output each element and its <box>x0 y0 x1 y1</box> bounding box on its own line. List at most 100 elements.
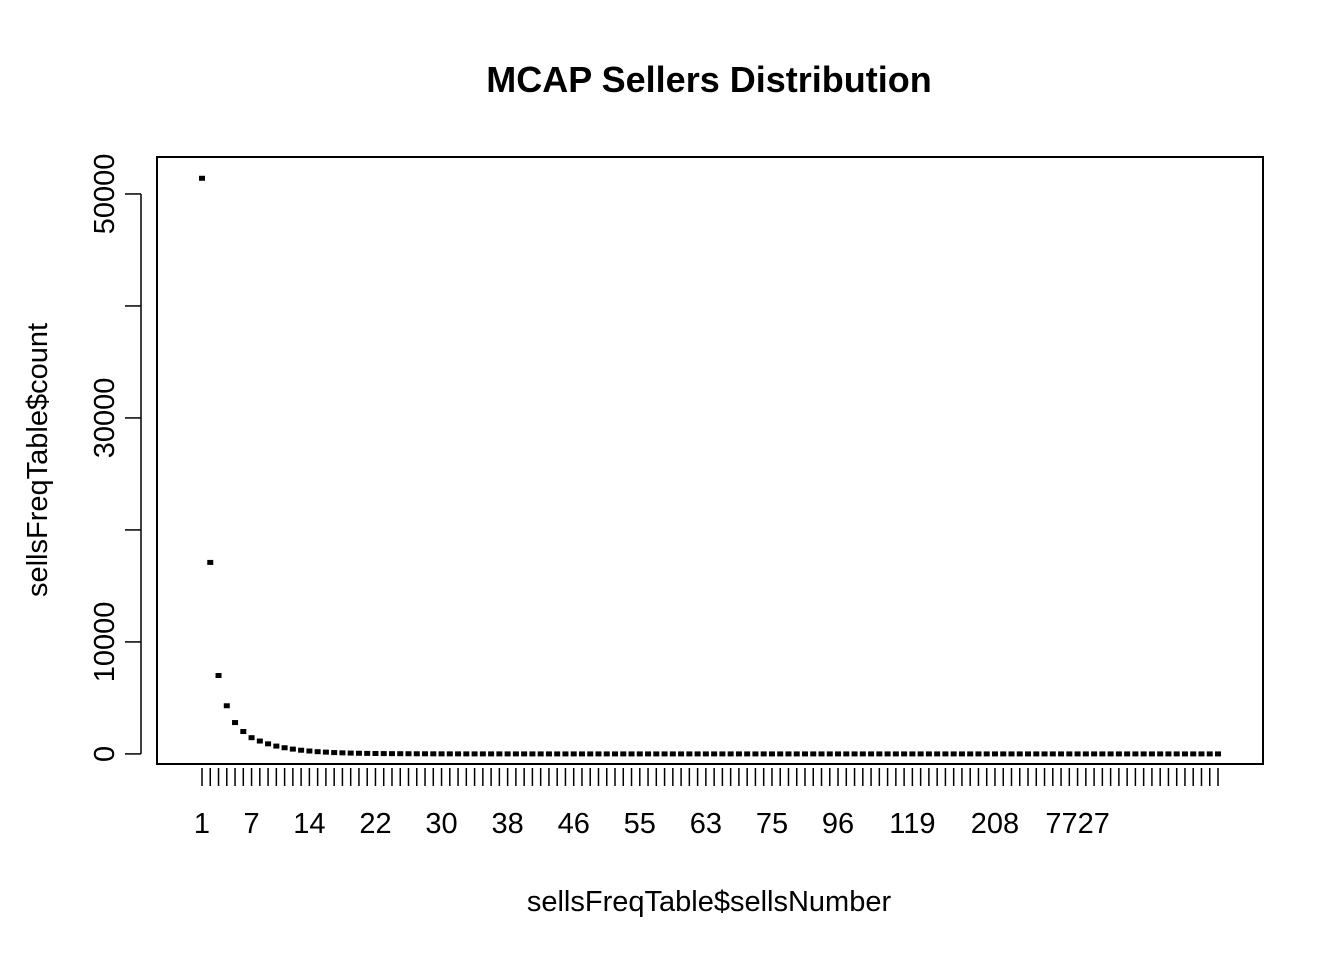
data-point <box>925 751 932 757</box>
x-tick-label: 38 <box>491 808 523 840</box>
data-point <box>1000 751 1007 757</box>
data-point <box>727 751 734 757</box>
data-point <box>1132 751 1139 757</box>
data-point <box>388 751 395 757</box>
data-point <box>1041 751 1048 757</box>
data-point <box>1173 751 1180 757</box>
data-point <box>455 751 462 757</box>
plot-frame <box>156 156 1264 765</box>
data-point <box>826 751 833 757</box>
data-point <box>1148 751 1155 757</box>
data-point <box>281 745 288 751</box>
data-point <box>545 751 552 757</box>
data-point <box>488 751 495 757</box>
data-point <box>735 751 742 757</box>
data-point <box>570 751 577 757</box>
data-point <box>240 729 247 735</box>
data-point <box>958 751 965 757</box>
data-point <box>496 751 503 757</box>
y-tick-label: 30000 <box>89 378 121 459</box>
x-tick-label: 208 <box>971 808 1019 840</box>
data-point <box>306 748 313 754</box>
data-point <box>628 751 635 757</box>
data-point <box>1082 751 1089 757</box>
data-point <box>1074 751 1081 757</box>
data-point <box>950 751 957 757</box>
x-tick-label: 22 <box>359 808 391 840</box>
data-point <box>471 751 478 757</box>
x-tick-label: 46 <box>558 808 590 840</box>
data-point <box>1215 751 1221 757</box>
data-point <box>859 751 866 757</box>
data-point <box>1058 751 1065 757</box>
x-tick-label: 63 <box>690 808 722 840</box>
data-point <box>355 750 362 756</box>
data-point <box>1008 751 1015 757</box>
data-point <box>223 703 230 709</box>
data-point <box>1066 751 1073 757</box>
data-point <box>1049 751 1056 757</box>
data-point <box>1181 751 1188 757</box>
data-point <box>562 751 569 757</box>
data-point <box>612 751 619 757</box>
data-point <box>446 751 453 757</box>
data-point <box>661 751 668 757</box>
data-point <box>1099 751 1106 757</box>
chart-title: MCAP Sellers Distribution <box>486 59 931 100</box>
data-point <box>843 751 850 757</box>
data-point <box>273 743 280 749</box>
data-point <box>1206 751 1213 757</box>
data-point <box>331 750 338 756</box>
data-point <box>554 751 561 757</box>
data-point <box>991 751 998 757</box>
data-point <box>215 673 222 679</box>
data-point <box>744 751 751 757</box>
data-point <box>851 751 858 757</box>
data-point <box>801 751 808 757</box>
data-point <box>620 751 627 757</box>
data-point <box>1157 751 1164 757</box>
data-point <box>512 751 519 757</box>
x-tick-label: 96 <box>822 808 854 840</box>
data-point <box>314 749 321 755</box>
data-point <box>653 751 660 757</box>
x-tick-label: 14 <box>293 808 325 840</box>
data-point <box>372 750 379 756</box>
data-point <box>818 751 825 757</box>
data-point <box>835 751 842 757</box>
x-tick-label: 55 <box>624 808 656 840</box>
x-tick-label: 75 <box>756 808 788 840</box>
data-point <box>810 751 817 757</box>
data-point <box>760 751 767 757</box>
y-tick-label: 10000 <box>89 602 121 683</box>
data-point <box>504 751 511 757</box>
data-point <box>289 746 296 752</box>
data-point <box>380 751 387 757</box>
data-point <box>909 751 916 757</box>
data-point <box>785 751 792 757</box>
data-point <box>719 751 726 757</box>
data-point <box>422 751 429 757</box>
data-point <box>777 751 784 757</box>
data-point <box>603 751 610 757</box>
data-point <box>430 751 437 757</box>
data-point <box>636 751 643 757</box>
data-point <box>521 751 528 757</box>
data-point <box>413 751 420 757</box>
data-point <box>298 747 305 753</box>
data-point <box>347 750 354 756</box>
data-point <box>479 751 486 757</box>
data-point <box>934 751 941 757</box>
x-tick-label: 7 <box>243 808 259 840</box>
data-point <box>1140 751 1147 757</box>
data-point <box>917 751 924 757</box>
data-point <box>463 751 470 757</box>
data-point <box>256 738 263 744</box>
data-point <box>694 751 701 757</box>
data-point <box>537 751 544 757</box>
data-point <box>678 751 685 757</box>
data-point <box>768 751 775 757</box>
data-point <box>901 751 908 757</box>
data-point <box>587 751 594 757</box>
